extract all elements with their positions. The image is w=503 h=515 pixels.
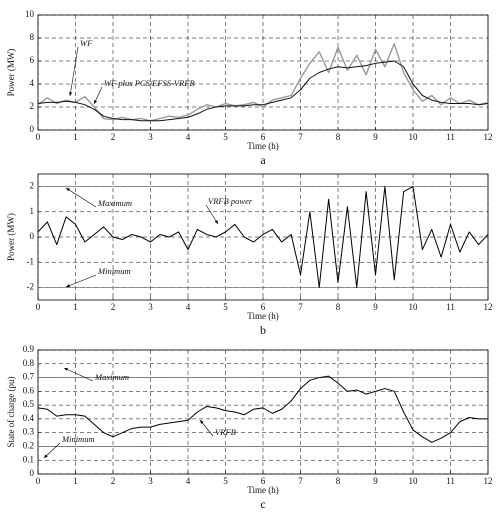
x-tick-label: 12 (484, 132, 493, 142)
y-tick-label: 0.2 (23, 441, 34, 451)
panel-label: b (260, 323, 266, 337)
y-tick-label: 8 (30, 32, 35, 42)
limit-arrow-head (66, 188, 70, 192)
x-tick-label: 0 (36, 302, 41, 312)
x-tick-label: 8 (336, 476, 341, 486)
y-axis-label: Power (MW) (6, 213, 16, 261)
x-tick-label: 10 (409, 132, 419, 142)
x-tick-label: 1 (73, 302, 78, 312)
limit-label: Minimum (61, 434, 95, 444)
limit-arrow-head (44, 454, 48, 458)
x-tick-label: 6 (261, 476, 266, 486)
y-tick-label: 0.4 (23, 413, 35, 423)
x-axis-label: Time (h) (247, 141, 278, 151)
y-axis-label: State of charge (pu) (6, 376, 16, 447)
x-tick-label: 12 (484, 302, 493, 312)
x-tick-label: 9 (373, 476, 378, 486)
y-tick-label: -2 (27, 281, 35, 291)
x-tick-label: 1 (73, 476, 78, 486)
limit-arrow-head (66, 284, 70, 288)
x-tick-label: 4 (186, 302, 191, 312)
series-line (37, 375, 488, 443)
limit-arrow (65, 187, 97, 208)
series-line (37, 186, 489, 288)
x-tick-label: 0 (36, 132, 41, 142)
x-tick-label: 8 (336, 302, 341, 312)
limit-label: Maximum (94, 372, 129, 382)
y-tick-label: 2 (30, 181, 35, 191)
x-tick-label: 5 (223, 302, 228, 312)
x-tick-label: 4 (186, 132, 191, 142)
limit-label: Maximum (97, 198, 132, 208)
y-tick-label: 0.8 (23, 358, 35, 368)
x-tick-label: 7 (298, 476, 303, 486)
series-arrow (69, 46, 79, 97)
x-tick-label: 11 (446, 476, 455, 486)
y-tick-label: 0.5 (23, 399, 35, 409)
x-axis-label: Time (h) (247, 311, 278, 321)
x-tick-label: 4 (186, 476, 191, 486)
series-label: VRFB power (208, 196, 253, 206)
limit-arrow-head (64, 368, 68, 371)
y-tick-label: 0 (30, 124, 35, 134)
y-tick-label: 0.1 (23, 454, 34, 464)
x-axis-label: Time (h) (247, 485, 278, 495)
series-label: WF (80, 38, 93, 48)
y-tick-label: 0 (30, 468, 35, 478)
x-tick-label: 5 (223, 132, 228, 142)
y-tick-label: 0.7 (23, 372, 35, 382)
y-tick-label: 4 (30, 78, 35, 88)
x-tick-label: 3 (148, 132, 153, 142)
x-tick-label: 6 (261, 302, 266, 312)
x-tick-label: 2 (111, 132, 116, 142)
y-tick-label: 1 (30, 206, 35, 216)
limit-label: Minimum (97, 266, 131, 276)
x-tick-label: 9 (373, 302, 378, 312)
y-axis-label: Power (MW) (6, 49, 16, 97)
x-tick-label: 3 (148, 476, 153, 486)
x-tick-label: 5 (223, 476, 228, 486)
panel-label: a (260, 153, 266, 167)
limit-arrow (63, 367, 94, 382)
x-tick-label: 2 (111, 476, 116, 486)
x-tick-label: 0 (36, 476, 41, 486)
series-label: WF plus PCS/EFSS-VRFB (104, 78, 195, 88)
x-tick-label: 3 (148, 302, 153, 312)
series-line (37, 60, 489, 122)
y-tick-label: -1 (27, 256, 35, 266)
x-tick-label: 11 (446, 302, 455, 312)
y-tick-label: 0.9 (23, 344, 35, 354)
x-tick-label: 7 (298, 132, 303, 142)
series-label: VRFB (215, 427, 236, 437)
x-tick-label: 11 (446, 132, 455, 142)
series-arrow (205, 204, 219, 225)
y-tick-label: 0.3 (23, 427, 35, 437)
x-tick-label: 12 (484, 476, 493, 486)
series-arrow-head (94, 100, 97, 104)
y-tick-label: 0.6 (23, 385, 35, 395)
x-tick-label: 7 (298, 302, 303, 312)
series-arrow-head (200, 420, 204, 424)
y-tick-label: 2 (30, 101, 35, 111)
series-arrow-head (69, 92, 73, 96)
x-tick-label: 2 (111, 302, 116, 312)
y-tick-label: 10 (25, 9, 35, 19)
series-line (37, 43, 489, 122)
x-tick-label: 9 (373, 132, 378, 142)
panel-label: c (260, 497, 265, 511)
x-tick-label: 1 (73, 132, 78, 142)
y-tick-label: 0 (30, 231, 35, 241)
x-tick-label: 10 (409, 302, 419, 312)
x-tick-label: 8 (336, 132, 341, 142)
x-tick-label: 10 (409, 476, 419, 486)
series-arrow-head (214, 220, 218, 224)
x-tick-label: 6 (261, 132, 266, 142)
y-tick-label: 6 (30, 55, 35, 65)
limit-arrow (65, 274, 97, 288)
